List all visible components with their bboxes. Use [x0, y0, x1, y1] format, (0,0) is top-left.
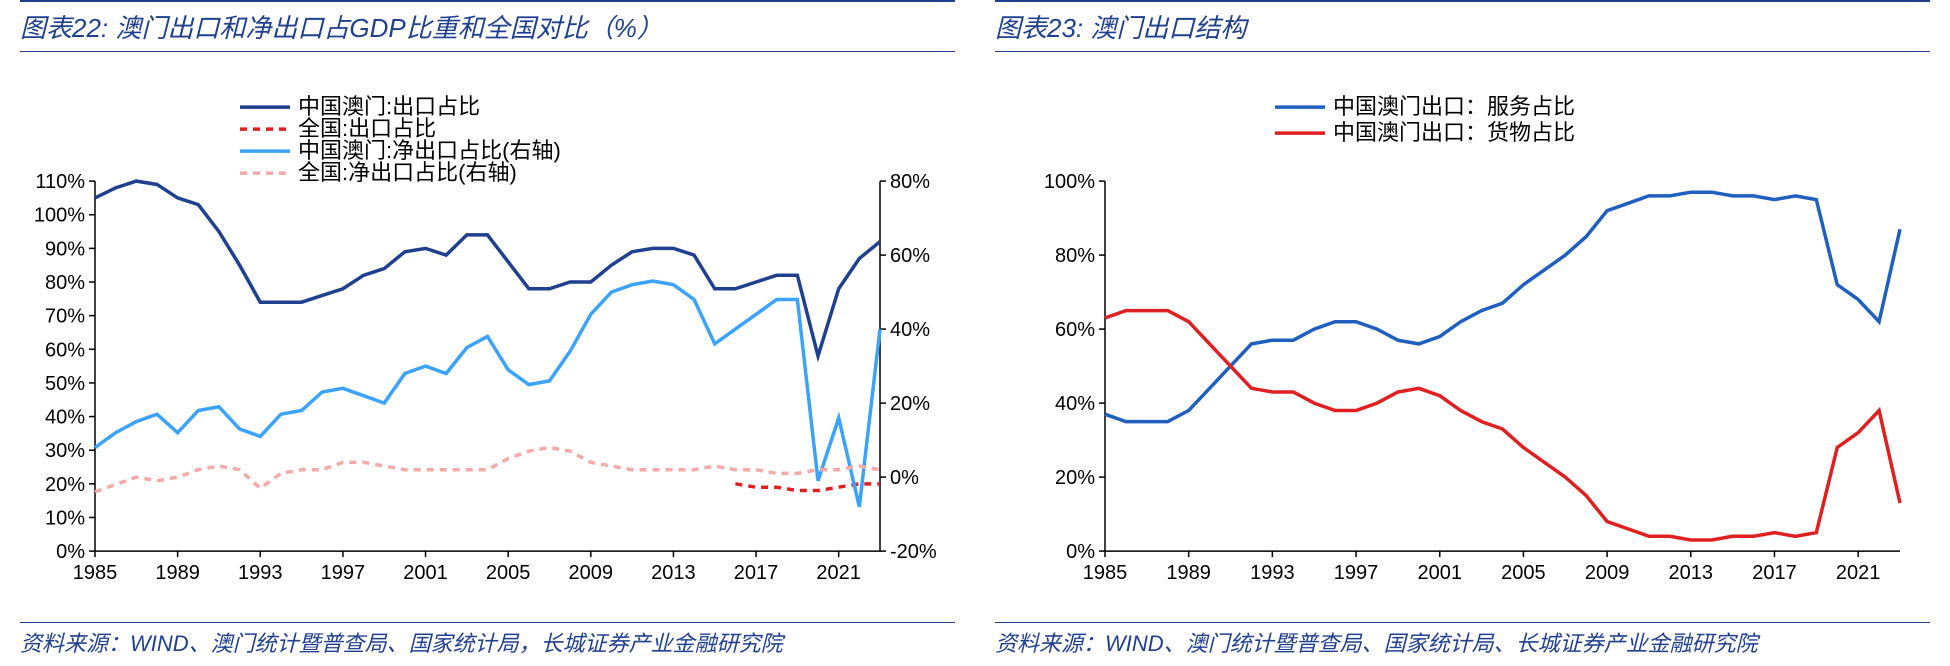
svg-text:2009: 2009 [569, 562, 614, 584]
svg-text:70%: 70% [45, 306, 85, 328]
source-bar-left: 资料来源：WIND、澳门统计暨普查局、国家统计局，长城证券产业金融研究院 [20, 622, 955, 666]
svg-text:1985: 1985 [73, 562, 118, 584]
svg-text:80%: 80% [1055, 245, 1095, 267]
svg-text:2021: 2021 [1836, 562, 1881, 584]
svg-text:50%: 50% [45, 373, 85, 395]
svg-text:1989: 1989 [155, 562, 200, 584]
svg-text:90%: 90% [45, 238, 85, 260]
svg-text:0%: 0% [1066, 541, 1095, 563]
svg-text:0%: 0% [56, 541, 85, 563]
chart-source-left: 资料来源：WIND、澳门统计暨普查局、国家统计局，长城证券产业金融研究院 [20, 629, 955, 660]
title-bar-left: 图表22: 澳门出口和净出口占GDP比重和全国对比（%） [20, 0, 955, 52]
chart-svg-right: 0% 20% 40% 60% 80% 100% 1985 1989 1993 1997 2001 20… [995, 60, 1930, 622]
panel-left: 图表22: 澳门出口和净出口占GDP比重和全国对比（%） 0% 10% 20% 30%… [0, 0, 975, 666]
svg-text:20%: 20% [1055, 467, 1095, 489]
svg-text:100%: 100% [1044, 171, 1095, 193]
chart-source-right: 资料来源：WIND、澳门统计暨普查局、国家统计局、长城证券产业金融研究院 [995, 629, 1930, 660]
svg-text:2001: 2001 [403, 562, 448, 584]
svg-text:2013: 2013 [1669, 562, 1714, 584]
svg-text:60%: 60% [45, 339, 85, 361]
svg-text:中国澳门出口：服务占比: 中国澳门出口：服务占比 [1333, 94, 1575, 119]
svg-text:1989: 1989 [1166, 562, 1211, 584]
svg-text:10%: 10% [45, 507, 85, 529]
svg-text:2001: 2001 [1417, 562, 1462, 584]
chart-svg-left: 0% 10% 20% 30% 40% 50% 60% 70% 80% 90% 100% 110% -20… [20, 60, 955, 622]
svg-text:40%: 40% [45, 407, 85, 429]
panel-right: 图表23: 澳门出口结构 0% 20% 40% 60% 80% 100% 1985 1989 1… [975, 0, 1950, 666]
svg-text:30%: 30% [45, 440, 85, 462]
svg-text:1997: 1997 [321, 562, 366, 584]
chart-title-right: 图表23: 澳门出口结构 [995, 8, 1930, 45]
svg-text:80%: 80% [45, 272, 85, 294]
svg-text:2013: 2013 [651, 562, 696, 584]
svg-text:2005: 2005 [1501, 562, 1546, 584]
svg-text:1985: 1985 [1083, 562, 1128, 584]
svg-text:1997: 1997 [1334, 562, 1379, 584]
svg-text:-20%: -20% [890, 541, 937, 563]
svg-text:2009: 2009 [1585, 562, 1630, 584]
svg-text:110%: 110% [35, 171, 85, 193]
chart-left: 0% 10% 20% 30% 40% 50% 60% 70% 80% 90% 100% 110% -20… [20, 60, 955, 622]
svg-text:40%: 40% [890, 319, 930, 341]
svg-text:40%: 40% [1055, 393, 1095, 415]
svg-text:2005: 2005 [486, 562, 531, 584]
svg-text:2021: 2021 [816, 562, 861, 584]
chart-right: 0% 20% 40% 60% 80% 100% 1985 1989 1993 1997 2001 20… [995, 60, 1930, 622]
svg-text:20%: 20% [45, 474, 85, 496]
svg-text:0%: 0% [890, 467, 919, 489]
svg-text:1993: 1993 [238, 562, 283, 584]
svg-text:全国:净出口占比(右轴): 全国:净出口占比(右轴) [298, 160, 517, 185]
svg-text:60%: 60% [1055, 319, 1095, 341]
title-bar-right: 图表23: 澳门出口结构 [995, 0, 1930, 52]
svg-text:中国澳门出口：货物占比: 中国澳门出口：货物占比 [1333, 120, 1575, 145]
svg-text:80%: 80% [890, 171, 930, 193]
svg-text:20%: 20% [890, 393, 930, 415]
chart-title-left: 图表22: 澳门出口和净出口占GDP比重和全国对比（%） [20, 8, 955, 45]
svg-text:100%: 100% [34, 205, 85, 227]
svg-text:2017: 2017 [1752, 562, 1797, 584]
source-bar-right: 资料来源：WIND、澳门统计暨普查局、国家统计局、长城证券产业金融研究院 [995, 622, 1930, 666]
svg-text:1993: 1993 [1250, 562, 1295, 584]
svg-text:60%: 60% [890, 245, 930, 267]
svg-text:2017: 2017 [734, 562, 779, 584]
